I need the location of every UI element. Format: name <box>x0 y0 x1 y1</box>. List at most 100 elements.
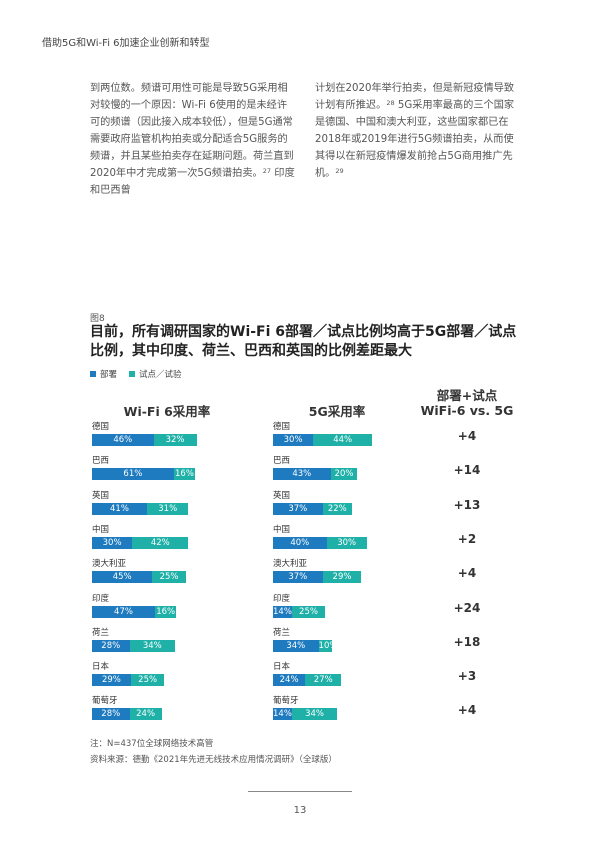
wifi6-country-row: 印度 47% 16% <box>92 593 226 618</box>
paragraph-text: 计划在2020年举行拍卖，但是新冠疫情导致计划有所推迟。 <box>315 83 515 111</box>
wifi6-country-row: 英国 41% 31% <box>92 490 226 515</box>
difference-title-line1: 部署+试点 <box>436 388 498 403</box>
figure-title: 目前，所有调研国家的Wi-Fi 6部署／试点比例均高于5G部署／试点比例，其中印… <box>90 324 517 359</box>
legend-label-trial: 试点／试验 <box>139 370 182 380</box>
bar-segment-trial: 27% <box>305 674 342 686</box>
bar-segment-deploy: 37% <box>273 503 323 515</box>
stacked-bar: 37% 22% <box>273 503 407 515</box>
stacked-bar: 43% 20% <box>273 468 407 480</box>
bar-segment-deploy: 46% <box>92 434 154 446</box>
legend-swatch-trial <box>129 371 136 377</box>
country-label: 日本 <box>92 662 110 672</box>
bar-segment-deploy: 61% <box>92 468 174 480</box>
bar-segment-trial: 32% <box>153 434 197 446</box>
bar-segment-deploy: 29% <box>92 674 131 686</box>
legend-label-deploy: 部署 <box>100 370 118 380</box>
paragraph-text: 到两位数。频谱可用性可能是导致5G采用相对较慢的一个原因：Wi-Fi 6使用的是… <box>90 83 294 179</box>
stacked-bar: 30% 44% <box>273 434 407 446</box>
bar-segment-deploy: 28% <box>92 708 130 720</box>
bar-segment-deploy: 30% <box>273 434 314 446</box>
bar-segment-trial: 25% <box>291 606 326 618</box>
wifi6-country-row: 中国 30% 42% <box>92 524 226 549</box>
stacked-bar: 40% 30% <box>273 537 407 549</box>
page-number-divider <box>248 791 352 792</box>
bar-segment-deploy: 28% <box>92 640 130 652</box>
country-label: 荷兰 <box>273 628 291 638</box>
paragraph-text: 5G采用率最高的三个国家是德国、中国和澳大利亚，这些国家都已在2018年或201… <box>315 100 515 179</box>
wifi6-country-row: 德国 46% 32% <box>92 421 226 446</box>
5g-country-row: 英国 37% 22% <box>273 490 407 515</box>
legend-swatch-deploy <box>90 371 96 377</box>
bar-segment-deploy: 47% <box>92 606 155 618</box>
bar-segment-deploy: 40% <box>273 537 327 549</box>
5g-country-row: 澳大利亚 37% 29% <box>273 558 407 583</box>
5g-country-row: 荷兰 34%10% <box>273 627 407 652</box>
footnote: 注：N=437位全球网络技术高管 资料来源：德勤《2021年先进无线技术应用情况… <box>90 736 337 768</box>
5g-panel-title: 5G采用率 <box>308 404 366 419</box>
bar-segment-deploy: 14% <box>273 606 292 618</box>
country-label: 日本 <box>273 662 291 672</box>
country-label: 英国 <box>92 491 110 501</box>
stacked-bar: 37% 29% <box>273 571 407 583</box>
stacked-bar: 41% 31% <box>92 503 226 515</box>
legend-item-deploy: 部署 <box>90 368 117 380</box>
footnote-source: 资料来源：德勤《2021年先进无线技术应用情况调研》（全球版） <box>90 755 337 765</box>
difference-value: +4 <box>457 429 477 443</box>
footnote-ref: 27 <box>262 167 272 175</box>
5g-country-row: 印度 14% 25% <box>273 593 407 618</box>
country-label: 印度 <box>92 594 110 604</box>
wifi6-country-row: 巴西 61% 16% <box>92 455 226 480</box>
country-label: 英国 <box>273 491 291 501</box>
difference-value: +13 <box>453 498 481 512</box>
country-label: 巴西 <box>273 456 291 466</box>
stacked-bar: 28% 34% <box>92 640 226 652</box>
wifi6-country-row: 澳大利亚 45% 25% <box>92 558 226 583</box>
bar-segment-deploy: 24% <box>273 674 306 686</box>
stacked-bar: 14% 34% <box>273 708 407 720</box>
stacked-bar: 29% 25% <box>92 674 226 686</box>
running-header: 借助5G和Wi-Fi 6加速企业创新和转型 <box>42 38 210 49</box>
bar-segment-trial: 10% <box>318 640 332 652</box>
5g-country-row: 日本 24% 27% <box>273 661 407 686</box>
difference-value: +14 <box>453 463 481 477</box>
country-label: 印度 <box>273 594 291 604</box>
stacked-bar: 24% 27% <box>273 674 407 686</box>
country-label: 德国 <box>92 422 110 432</box>
bar-segment-trial: 20% <box>330 468 358 480</box>
legend-item-trial: 试点／试验 <box>129 368 182 380</box>
bar-segment-deploy: 45% <box>92 571 153 583</box>
bar-segment-deploy: 37% <box>273 571 323 583</box>
bar-segment-deploy: 41% <box>92 503 147 515</box>
bar-segment-trial: 42% <box>132 537 189 549</box>
bar-segment-trial: 25% <box>152 571 186 583</box>
stacked-bar: 14% 25% <box>273 606 407 618</box>
bar-segment-trial: 16% <box>154 606 177 618</box>
bar-segment-deploy: 43% <box>273 468 331 480</box>
body-paragraph-right: 计划在2020年举行拍卖，但是新冠疫情导致计划有所推迟。28 5G采用率最高的三… <box>315 80 520 182</box>
country-label: 德国 <box>273 422 291 432</box>
chart-legend: 部署 试点／试验 <box>90 368 194 380</box>
footnote-ref: 28 <box>386 99 395 107</box>
stacked-bar: 47% 16% <box>92 606 226 618</box>
paragraph-text-tail: 印度和巴西曾 <box>90 168 295 196</box>
bar-segment-trial: 31% <box>146 503 189 515</box>
difference-value: +4 <box>457 703 477 717</box>
wifi6-country-row: 葡萄牙 28% 24% <box>92 695 226 720</box>
bar-segment-trial: 30% <box>326 537 367 549</box>
5g-country-row: 巴西 43% 20% <box>273 455 407 480</box>
5g-country-row: 中国 40% 30% <box>273 524 407 549</box>
country-label: 葡萄牙 <box>273 696 299 706</box>
bar-segment-trial: 24% <box>129 708 162 720</box>
bar-segment-trial: 44% <box>313 434 373 446</box>
bar-segment-trial: 29% <box>322 571 362 583</box>
difference-value: +4 <box>457 566 477 580</box>
wifi6-country-row: 日本 29% 25% <box>92 661 226 686</box>
5g-country-row: 德国 30% 44% <box>273 421 407 446</box>
page-number: 13 <box>293 805 307 816</box>
wifi6-panel-title: Wi-Fi 6采用率 <box>123 404 211 419</box>
footnote-sample: 注：N=437位全球网络技术高管 <box>90 739 214 749</box>
difference-value: +3 <box>457 669 477 683</box>
bar-segment-deploy: 14% <box>273 708 292 720</box>
bar-segment-deploy: 30% <box>92 537 133 549</box>
stacked-bar: 30% 42% <box>92 537 226 549</box>
